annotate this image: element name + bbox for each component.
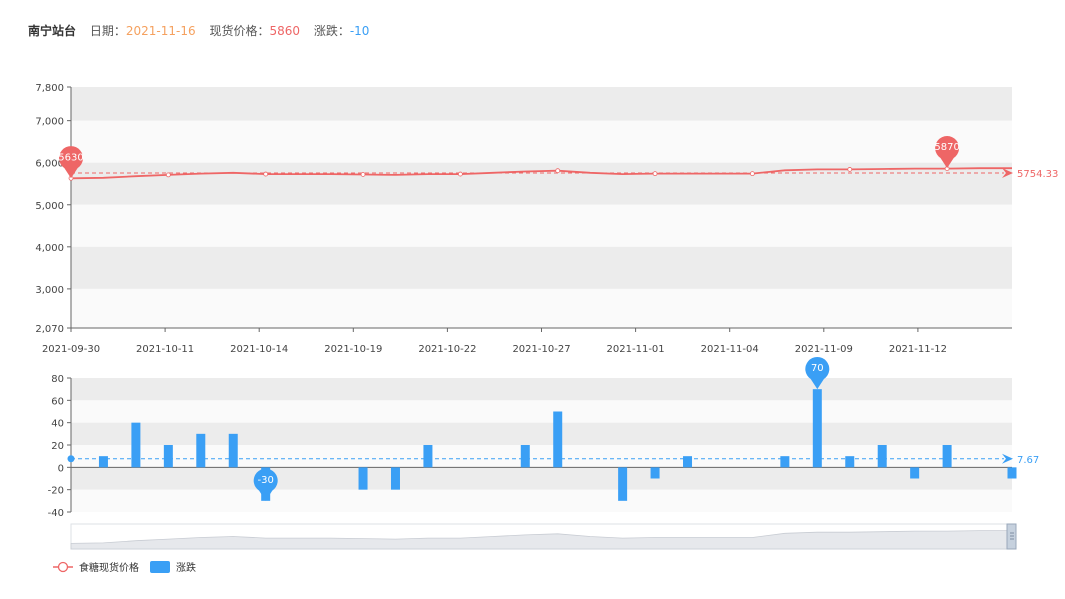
price-x-tick-label: 2021-11-12: [889, 344, 947, 355]
price-label: 现货价格：: [209, 24, 270, 38]
change-bar[interactable]: [650, 467, 660, 479]
legend-item-price[interactable]: 食糖现货价格: [53, 561, 139, 574]
change-bar[interactable]: [910, 467, 920, 479]
change-bar[interactable]: [163, 445, 173, 468]
change-markpoint-label: -30: [258, 475, 274, 486]
legend-price-label: 食糖现货价格: [79, 561, 139, 574]
price-x-tick-label: 2021-10-11: [136, 344, 194, 355]
change-bar[interactable]: [358, 467, 368, 490]
price-y-tick-label: 6,000: [35, 159, 64, 170]
change-bar[interactable]: [1007, 467, 1017, 479]
station-name: 南宁站台: [28, 24, 77, 38]
price-x-tick-label: 2021-10-19: [324, 344, 382, 355]
price-grid-band: [71, 288, 1012, 328]
change-bar[interactable]: [877, 445, 887, 468]
change-grid-band: [71, 467, 1012, 490]
price-y-tick-label: 3,000: [35, 285, 64, 296]
price-x-tick-label: 2021-11-04: [701, 344, 759, 355]
change-bar[interactable]: [812, 389, 822, 468]
change-y-tick-label: 60: [51, 396, 64, 407]
change-bar[interactable]: [228, 433, 238, 468]
date-label: 日期：: [89, 24, 126, 38]
date-value: 2021-11-16: [125, 24, 196, 38]
price-y-tick-label: 7,800: [35, 83, 64, 94]
change-grid-band: [71, 489, 1012, 512]
change-grid-band: [71, 400, 1012, 423]
change-grid-band: [71, 422, 1012, 445]
price-series-line: [70, 167, 1012, 180]
price-y-tick-label: 7,000: [35, 117, 64, 128]
change-y-tick-label: 20: [51, 441, 64, 452]
legend-price-marker: [57, 561, 69, 573]
price-x-tick-label: 2021-11-09: [795, 344, 853, 355]
price-data-point[interactable]: [165, 172, 171, 178]
change-y-tick-label: 40: [51, 419, 64, 430]
price-x-tick-label: 2021-10-22: [418, 344, 476, 355]
price-x-tick-label: 2021-10-27: [512, 344, 570, 355]
zoom-slider-preview: [70, 530, 1013, 550]
change-grid-band: [71, 445, 1012, 468]
change-bar[interactable]: [196, 433, 206, 468]
price-markpoint-pin[interactable]: [59, 146, 83, 179]
price-y-tick-label: 2,070: [35, 324, 64, 335]
change-bar[interactable]: [131, 422, 141, 468]
change-average-arrow: [1002, 453, 1013, 464]
change-y-tick-label: 0: [58, 463, 64, 474]
price-value: 5860: [269, 24, 300, 38]
price-y-tick-label: 4,000: [35, 243, 64, 254]
change-y-tick-label: -20: [48, 486, 64, 497]
price-grid-band: [71, 87, 1012, 121]
change-label: 涨跌：: [313, 24, 350, 38]
price-data-point[interactable]: [457, 171, 463, 177]
change-average-label: 7.67: [1017, 455, 1039, 466]
price-data-point[interactable]: [263, 171, 269, 177]
price-grid-band: [71, 204, 1012, 247]
price-x-tick-label: 2021-10-14: [230, 344, 288, 355]
change-y-tick-label: 80: [51, 374, 64, 385]
legend-change-label: 涨跌: [176, 561, 196, 574]
change-markpoint-pin[interactable]: [805, 356, 830, 390]
change-bar[interactable]: [520, 445, 530, 468]
change-y-tick-label: -40: [48, 508, 64, 519]
price-x-tick-label: 2021-09-30: [42, 344, 100, 355]
price-data-point[interactable]: [750, 171, 755, 177]
change-grid-band: [71, 378, 1012, 401]
change-bar[interactable]: [618, 467, 628, 501]
change-bar[interactable]: [845, 456, 855, 468]
price-markpoint-label: 5630: [58, 152, 83, 163]
change-bar[interactable]: [98, 456, 108, 468]
price-data-point[interactable]: [555, 168, 561, 174]
price-y-tick-label: 5,000: [35, 201, 64, 212]
price-grid-band: [71, 246, 1012, 289]
change-bar[interactable]: [780, 456, 790, 468]
price-markpoint-label: 5870: [934, 142, 959, 153]
price-data-point[interactable]: [847, 167, 853, 172]
price-grid-band: [71, 120, 1012, 163]
header-info: 南宁站台 日期：2021-11-16 现货价格：5860 涨跌：-10: [28, 22, 369, 39]
legend-change-swatch: [150, 561, 170, 573]
price-data-point[interactable]: [360, 172, 366, 177]
change-bar[interactable]: [942, 445, 952, 468]
price-data-point[interactable]: [652, 171, 658, 177]
change-markpoint-pin[interactable]: [253, 468, 278, 501]
change-value: -10: [349, 24, 370, 38]
legend-item-change[interactable]: 涨跌: [150, 561, 196, 574]
price-average-label: 5754.33: [1017, 169, 1058, 180]
price-markpoint-pin[interactable]: [935, 135, 960, 169]
price-average-arrow: [1002, 168, 1013, 179]
price-x-tick-label: 2021-11-01: [607, 344, 665, 355]
change-bar[interactable]: [553, 411, 563, 468]
change-bar[interactable]: [423, 445, 433, 468]
change-bar[interactable]: [390, 467, 400, 490]
change-bar[interactable]: [683, 456, 693, 468]
change-markpoint-label: 70: [811, 363, 824, 374]
